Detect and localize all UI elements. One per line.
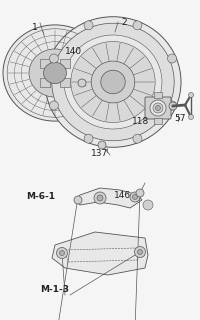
Text: 140: 140 (64, 47, 82, 56)
Ellipse shape (91, 61, 134, 103)
Ellipse shape (70, 42, 154, 123)
Circle shape (149, 100, 165, 116)
FancyBboxPatch shape (144, 97, 170, 119)
Circle shape (132, 21, 141, 30)
Text: 137: 137 (90, 149, 108, 158)
Ellipse shape (52, 23, 173, 141)
Ellipse shape (43, 62, 66, 84)
Bar (40, 59, 50, 68)
Circle shape (155, 106, 160, 110)
Circle shape (168, 102, 176, 110)
Circle shape (98, 141, 105, 149)
Circle shape (137, 250, 142, 254)
Circle shape (188, 92, 193, 98)
Circle shape (94, 192, 105, 204)
Text: M-6-1: M-6-1 (26, 192, 54, 201)
Ellipse shape (3, 25, 106, 121)
Polygon shape (75, 188, 141, 208)
Circle shape (49, 54, 58, 63)
Text: 1: 1 (32, 23, 38, 32)
Circle shape (188, 115, 193, 119)
Ellipse shape (29, 49, 81, 97)
Circle shape (152, 103, 162, 113)
Bar (60, 78, 70, 87)
Circle shape (78, 79, 86, 87)
Text: M-1-3: M-1-3 (40, 285, 68, 294)
Bar (153, 118, 161, 124)
Circle shape (59, 251, 64, 255)
Circle shape (84, 134, 93, 143)
Bar (60, 59, 70, 68)
Circle shape (142, 200, 152, 210)
Bar (153, 92, 161, 98)
Text: 57: 57 (173, 114, 185, 123)
Polygon shape (52, 232, 147, 275)
Ellipse shape (100, 70, 125, 94)
Text: 2: 2 (121, 18, 127, 27)
Circle shape (74, 196, 82, 204)
Circle shape (84, 21, 93, 30)
Circle shape (49, 101, 58, 110)
Circle shape (167, 54, 176, 63)
Circle shape (167, 101, 176, 110)
Circle shape (134, 246, 145, 258)
Text: 118: 118 (131, 117, 149, 126)
Circle shape (132, 195, 137, 199)
Circle shape (132, 134, 141, 143)
Circle shape (135, 189, 143, 197)
Circle shape (97, 195, 102, 201)
Bar (40, 78, 50, 87)
Circle shape (129, 192, 139, 202)
Circle shape (56, 247, 67, 259)
Text: 146: 146 (113, 191, 131, 200)
Ellipse shape (64, 35, 161, 129)
Ellipse shape (45, 17, 180, 147)
